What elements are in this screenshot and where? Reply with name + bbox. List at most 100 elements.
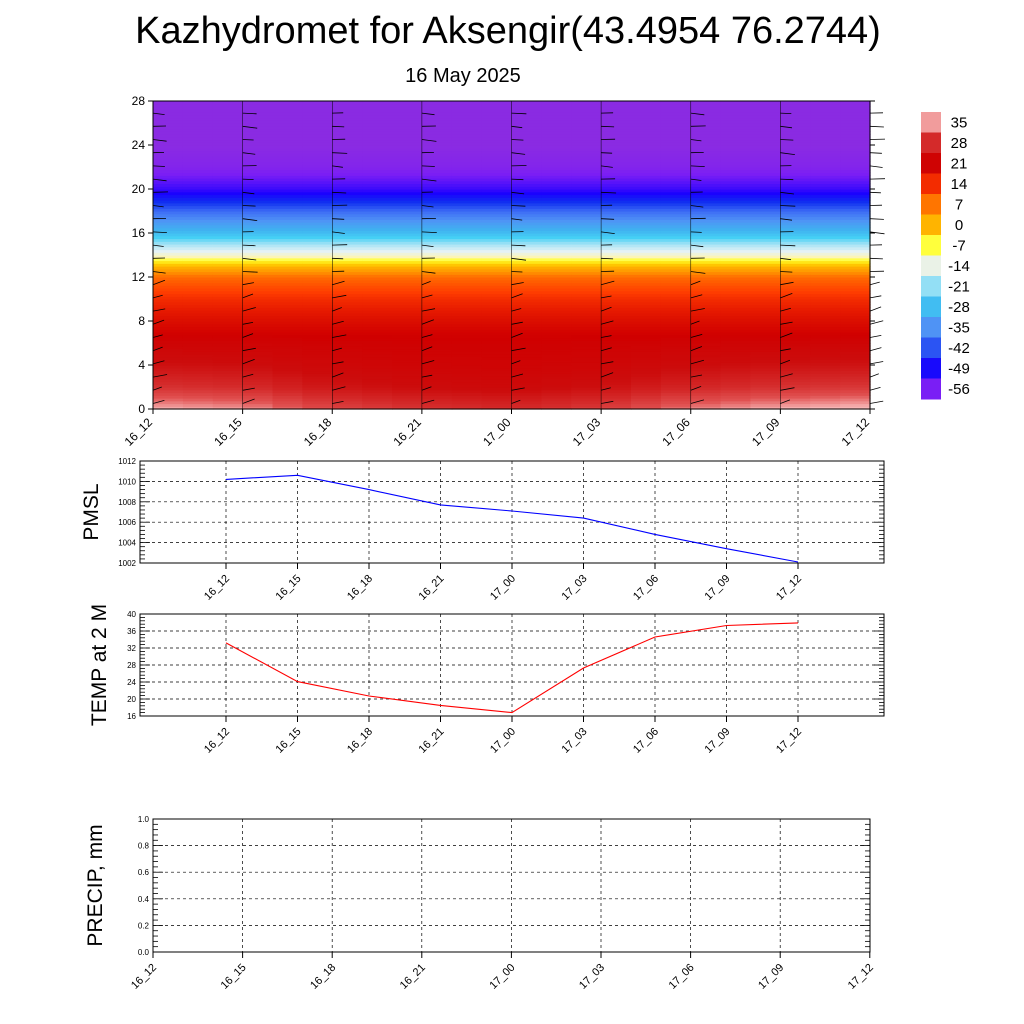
temperature-cell [601, 351, 632, 355]
temperature-cell [780, 205, 811, 209]
temperature-cell [392, 304, 423, 308]
temperature-cell [392, 293, 423, 297]
temperature-cell [750, 114, 781, 119]
temperature-cell [392, 139, 423, 143]
temperature-cell [332, 106, 363, 110]
temperature-cell [571, 384, 602, 388]
temperature-cell [362, 277, 393, 281]
temperature-cell [690, 376, 722, 380]
wind-barb [242, 307, 256, 312]
temperature-cell [810, 205, 841, 209]
temperature-cell [780, 211, 811, 215]
temperature-cell [601, 373, 632, 377]
temperature-cell [362, 373, 393, 377]
colorbar-swatch [921, 255, 941, 277]
temperature-cell [511, 194, 542, 198]
temperature-cell [302, 227, 333, 231]
temperature-field [153, 101, 871, 410]
temperature-cell [242, 153, 274, 157]
temperature-cell [182, 136, 214, 141]
temperature-cell [750, 183, 781, 187]
temperature-cell [302, 326, 333, 330]
temperature-cell [660, 189, 692, 193]
temperature-cell [810, 128, 841, 132]
temperature-cell [332, 219, 363, 223]
temperature-cell [332, 301, 363, 306]
temperature-cell [451, 208, 483, 212]
temperature-cell [690, 106, 722, 110]
temperature-cell [212, 304, 244, 308]
temperature-cell [212, 139, 244, 143]
temperature-cell [451, 169, 483, 174]
temperature-cell [660, 279, 692, 284]
temperature-cell [660, 134, 692, 138]
temperature-cell [451, 359, 483, 363]
temperature-cell [541, 145, 572, 149]
temperature-cell [153, 271, 184, 275]
colorbar-swatch [921, 173, 941, 195]
temperature-cell [571, 392, 602, 396]
temperature-cell [392, 255, 423, 259]
temperature-cell [631, 343, 662, 347]
temperature-cell [481, 400, 513, 405]
temperature-cell [153, 123, 184, 127]
temperature-cell [810, 266, 841, 270]
temperature-cell [362, 387, 393, 391]
wind-barb [780, 218, 793, 221]
temperature-cell [690, 238, 722, 242]
temperature-cell [362, 406, 393, 410]
temperature-cell [840, 268, 871, 273]
temperature-cell [481, 348, 513, 352]
temperature-cell [481, 268, 513, 273]
temperature-cell [571, 194, 602, 198]
temperature-cell [153, 219, 184, 223]
temperature-cell [840, 224, 871, 229]
temperature-cell [182, 398, 214, 402]
temperature-cell [631, 398, 662, 402]
temperature-cell [750, 406, 781, 410]
temperature-cell [332, 101, 363, 105]
temperature-cell [242, 134, 274, 138]
x-tick-label: 17_09 [703, 726, 733, 756]
temperature-cell [302, 312, 333, 317]
temperature-cell [601, 384, 632, 388]
temperature-cell [481, 167, 513, 171]
temperature-cell [481, 150, 513, 154]
temperature-cell [511, 288, 542, 292]
temperature-cell [511, 334, 542, 339]
temperature-cell [362, 222, 393, 226]
temperature-cell [242, 103, 274, 108]
temperature-cell [302, 271, 333, 275]
temperature-cell [421, 139, 453, 143]
temperature-cell [840, 285, 871, 289]
temperature-cell [481, 373, 513, 377]
wind-barb [690, 165, 705, 167]
temperature-cell [660, 180, 692, 185]
temperature-cell [362, 153, 393, 157]
temperature-cell [541, 241, 572, 245]
temperature-cell [780, 114, 811, 119]
temperature-cell [392, 318, 423, 322]
temperature-cell [182, 175, 214, 179]
temperature-cell [750, 123, 781, 127]
temperature-cell [601, 266, 632, 270]
wind-barb [421, 165, 435, 167]
temperature-cell [631, 194, 662, 198]
wind-barb [511, 293, 523, 299]
temperature-cell [212, 205, 244, 209]
temperature-cell [660, 246, 692, 251]
temperature-cell [212, 183, 244, 187]
temperature-cell [392, 183, 423, 187]
temperature-cell [720, 263, 752, 267]
temperature-cell [153, 282, 184, 286]
x-tick-label: 17_03 [560, 726, 590, 756]
temperature-cell [212, 279, 244, 284]
temperature-cell [332, 208, 363, 212]
temperature-cell [690, 189, 722, 193]
temperature-cell [750, 348, 781, 352]
temperature-cell [541, 167, 572, 171]
temperature-cell [810, 395, 841, 399]
temperature-cell [302, 164, 333, 168]
temperature-cell [571, 285, 602, 289]
temperature-cell [750, 142, 781, 146]
